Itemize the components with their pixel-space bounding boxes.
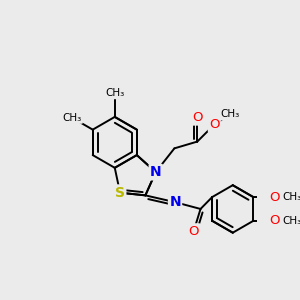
Text: CH₃: CH₃ <box>282 216 300 226</box>
Text: N: N <box>169 195 181 209</box>
Text: O: O <box>209 118 220 131</box>
Text: O: O <box>192 111 202 124</box>
Text: N: N <box>150 165 161 179</box>
Text: CH₃: CH₃ <box>62 113 82 123</box>
Text: O: O <box>188 224 199 238</box>
Text: S: S <box>115 186 125 200</box>
Text: O: O <box>269 214 280 227</box>
Text: CH₃: CH₃ <box>105 88 124 98</box>
Text: CH₃: CH₃ <box>282 192 300 202</box>
Text: O: O <box>269 190 280 204</box>
Text: CH₃: CH₃ <box>220 110 239 119</box>
